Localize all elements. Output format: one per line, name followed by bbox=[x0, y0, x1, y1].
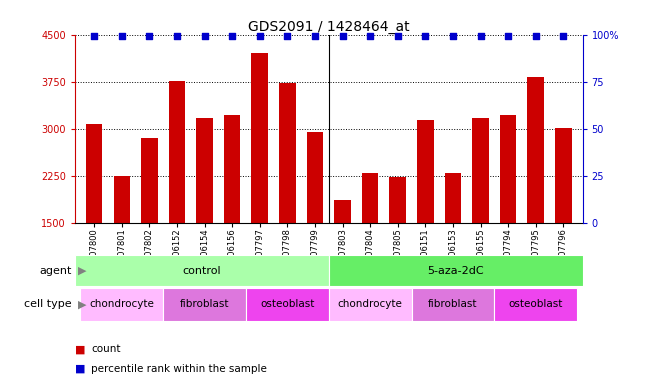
Point bbox=[199, 32, 210, 38]
Bar bbox=[141, 138, 158, 317]
Bar bbox=[527, 76, 544, 317]
Point bbox=[255, 32, 265, 38]
Text: osteoblast: osteoblast bbox=[508, 299, 563, 310]
Bar bbox=[472, 118, 489, 317]
Text: ■: ■ bbox=[75, 364, 85, 374]
Text: count: count bbox=[91, 344, 120, 354]
Bar bbox=[169, 81, 186, 317]
Point bbox=[144, 32, 154, 38]
Bar bbox=[411, 288, 494, 321]
Point bbox=[531, 32, 541, 38]
Point bbox=[503, 32, 514, 38]
Point bbox=[227, 32, 238, 38]
Bar bbox=[113, 176, 130, 317]
Bar bbox=[329, 255, 583, 286]
Bar bbox=[86, 124, 102, 317]
Bar bbox=[246, 288, 329, 321]
Text: ▶: ▶ bbox=[78, 266, 87, 276]
Text: agent: agent bbox=[39, 266, 72, 276]
Bar bbox=[500, 114, 516, 317]
Bar bbox=[307, 132, 324, 317]
Point bbox=[89, 32, 100, 38]
Text: fibroblast: fibroblast bbox=[428, 299, 478, 310]
Text: ▶: ▶ bbox=[78, 299, 87, 310]
Text: fibroblast: fibroblast bbox=[180, 299, 229, 310]
Bar bbox=[334, 200, 351, 317]
Bar bbox=[445, 173, 461, 317]
Text: cell type: cell type bbox=[24, 299, 72, 310]
Title: GDS2091 / 1428464_at: GDS2091 / 1428464_at bbox=[248, 20, 409, 33]
Point bbox=[282, 32, 292, 38]
Text: percentile rank within the sample: percentile rank within the sample bbox=[91, 364, 267, 374]
Bar bbox=[75, 255, 329, 286]
Bar bbox=[417, 121, 434, 317]
Bar bbox=[279, 83, 296, 317]
Point bbox=[310, 32, 320, 38]
Bar bbox=[555, 128, 572, 317]
Point bbox=[172, 32, 182, 38]
Bar bbox=[163, 288, 246, 321]
Point bbox=[558, 32, 568, 38]
Point bbox=[448, 32, 458, 38]
Text: ■: ■ bbox=[75, 344, 85, 354]
Text: control: control bbox=[182, 266, 221, 276]
Bar bbox=[251, 53, 268, 317]
Point bbox=[393, 32, 403, 38]
Point bbox=[365, 32, 376, 38]
Bar bbox=[224, 114, 240, 317]
Bar bbox=[389, 177, 406, 317]
Point bbox=[475, 32, 486, 38]
Bar bbox=[494, 288, 577, 321]
Bar bbox=[80, 288, 163, 321]
Bar bbox=[329, 288, 411, 321]
Text: osteoblast: osteoblast bbox=[260, 299, 314, 310]
Text: chondrocyte: chondrocyte bbox=[338, 299, 402, 310]
Bar bbox=[362, 173, 378, 317]
Text: chondrocyte: chondrocyte bbox=[89, 299, 154, 310]
Bar bbox=[197, 118, 213, 317]
Point bbox=[117, 32, 127, 38]
Point bbox=[420, 32, 430, 38]
Text: 5-aza-2dC: 5-aza-2dC bbox=[428, 266, 484, 276]
Point bbox=[337, 32, 348, 38]
